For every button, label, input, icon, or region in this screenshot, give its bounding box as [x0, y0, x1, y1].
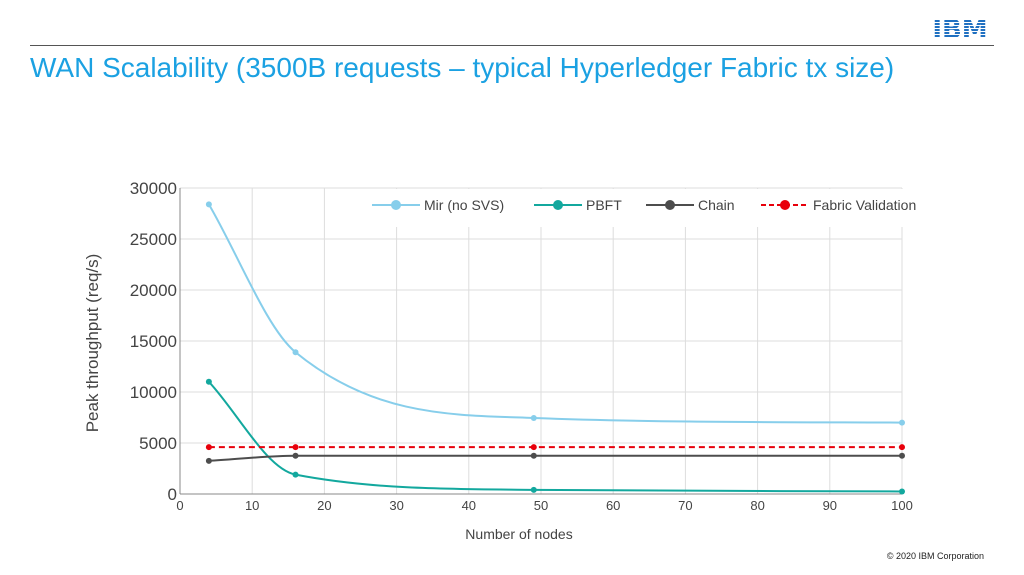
- x-tick-label: 10: [245, 498, 259, 513]
- data-point: [899, 419, 905, 426]
- data-point: [292, 349, 299, 356]
- ibm-logo: IBM: [932, 17, 987, 41]
- data-point: [205, 201, 212, 208]
- series-line: [208, 381, 903, 493]
- y-tick-label: 15000: [130, 332, 177, 351]
- data-point: [292, 452, 299, 459]
- x-tick-label: 40: [462, 498, 476, 513]
- data-point: [899, 488, 905, 495]
- y-tick-label: 5000: [139, 434, 177, 453]
- data-point: [530, 452, 537, 459]
- series-line: [208, 454, 902, 462]
- series-line: [208, 203, 903, 424]
- legend: Mir (no SVS) PBFT Chain Fabric Validation: [355, 189, 945, 227]
- x-tick-label: 90: [823, 498, 837, 513]
- grid: [180, 187, 903, 494]
- legend-label: PBFT: [586, 197, 622, 213]
- y-tick-label: 30000: [130, 179, 177, 198]
- y-tick-label: 10000: [130, 383, 177, 402]
- x-tick-label: 30: [389, 498, 403, 513]
- legend-label: Fabric Validation: [813, 197, 916, 213]
- legend-background: [355, 189, 945, 227]
- legend-marker: [665, 200, 675, 210]
- x-axis-label: Number of nodes: [465, 526, 572, 542]
- x-tick-label: 50: [534, 498, 548, 513]
- x-tick-label: 0: [176, 498, 183, 513]
- y-axis-label: Peak throughput (req/s): [83, 254, 102, 433]
- x-tick-label: 70: [678, 498, 692, 513]
- data-point: [205, 457, 212, 464]
- series: [205, 201, 905, 495]
- y-tick-label: 25000: [130, 230, 177, 249]
- data-point: [292, 444, 299, 451]
- legend-marker: [553, 200, 563, 210]
- svg-text:IBM: IBM: [932, 17, 987, 41]
- legend-label: Mir (no SVS): [424, 197, 504, 213]
- data-point: [530, 486, 537, 493]
- x-tick-label: 20: [317, 498, 331, 513]
- data-point: [899, 444, 905, 451]
- x-tick-label: 80: [750, 498, 764, 513]
- data-point: [530, 444, 537, 451]
- y-tick-label: 20000: [130, 281, 177, 300]
- data-point: [899, 452, 905, 459]
- legend-marker: [391, 200, 401, 210]
- legend-marker: [780, 200, 790, 210]
- data-point: [530, 415, 537, 422]
- axes: 0 10 20 30 40 50 60 70 80 90 100 0 5000 10000 15000 200…: [130, 179, 913, 513]
- data-point: [292, 471, 299, 478]
- y-tick-label: 0: [168, 485, 177, 504]
- header-rule: [30, 45, 994, 46]
- slide-title: WAN Scalability (3500B requests – typica…: [30, 52, 895, 83]
- data-point: [205, 378, 212, 385]
- data-point: [205, 444, 212, 451]
- x-tick-label: 60: [606, 498, 620, 513]
- legend-label: Chain: [698, 197, 735, 213]
- x-tick-label: 100: [891, 498, 913, 513]
- copyright: © 2020 IBM Corporation: [886, 551, 984, 561]
